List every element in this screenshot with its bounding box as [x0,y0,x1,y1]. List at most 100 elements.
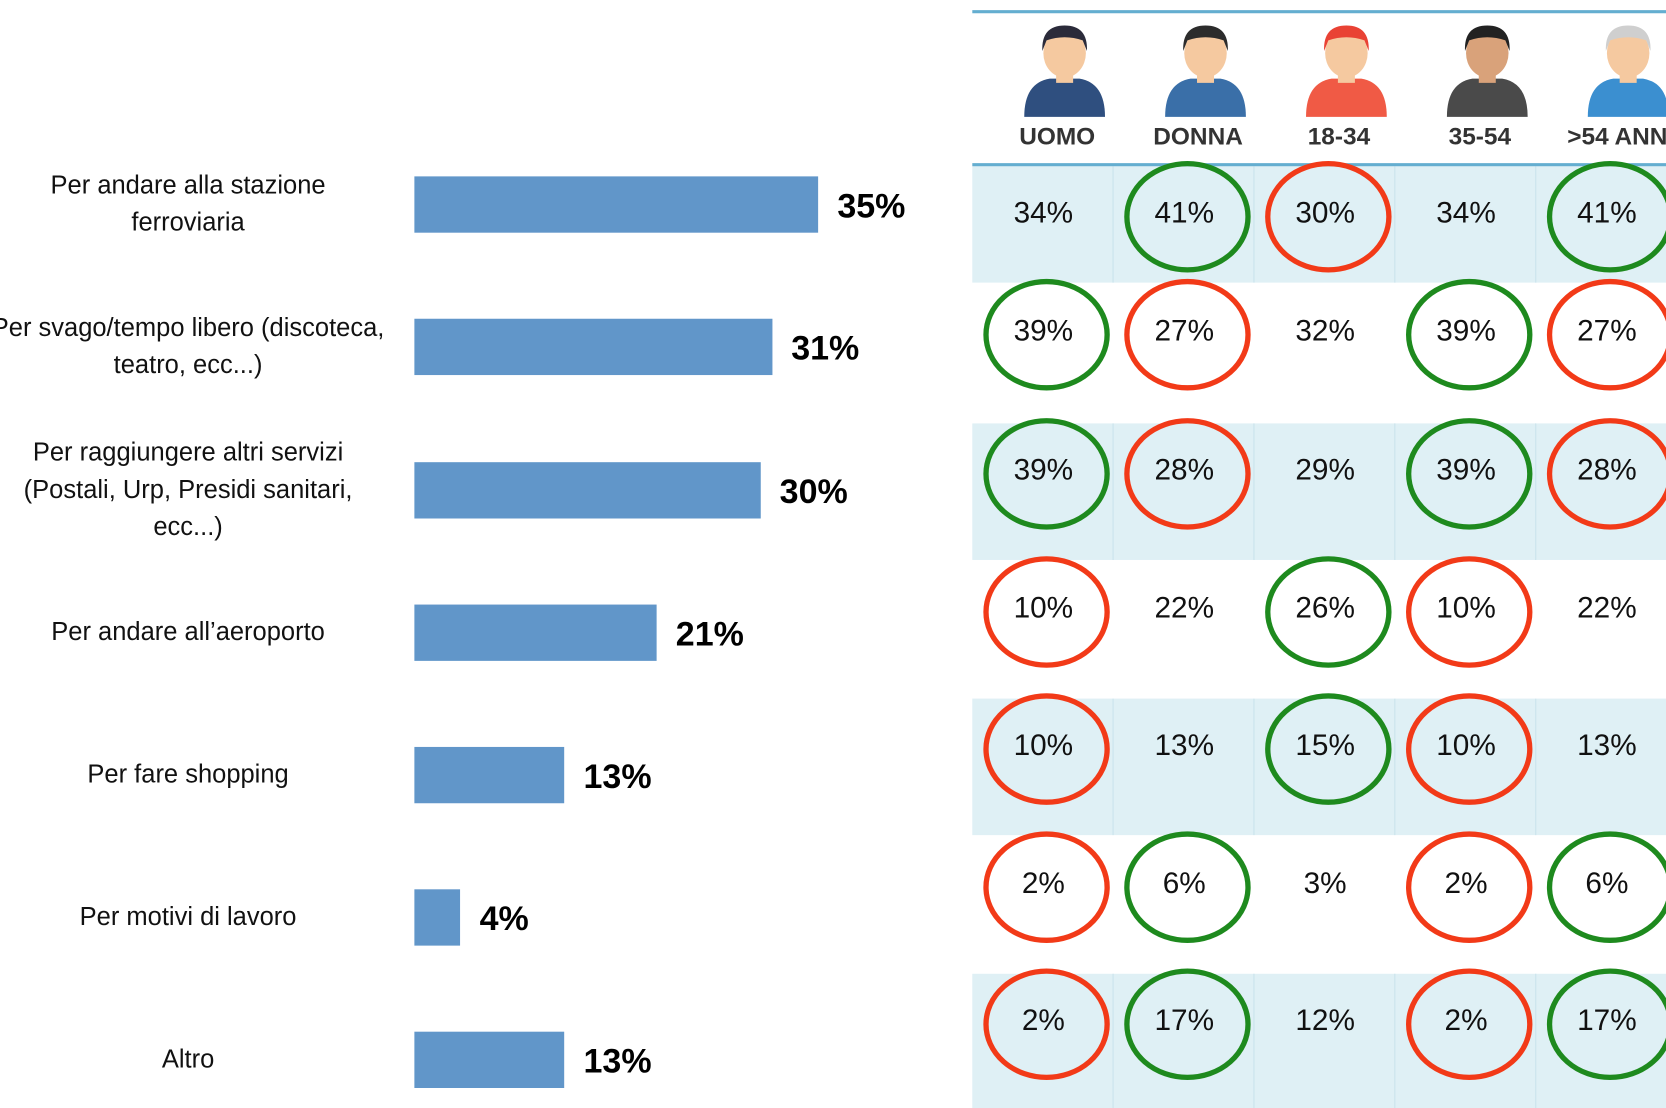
cell-value: 10% [1436,592,1496,625]
value-label: 13% [583,1041,652,1081]
highlight-circle [983,831,1110,943]
highlight-circle [1124,831,1251,943]
cell-value: 39% [1436,454,1496,487]
highlight-circle [1124,418,1251,530]
bar [414,604,657,661]
value-label: 30% [779,472,848,511]
bar [414,1031,565,1088]
value-label: 13% [583,757,652,796]
bar [414,461,761,518]
bar [414,318,773,375]
cell-value: 10% [1014,592,1074,625]
row-band [972,698,1666,836]
highlight-circle [1124,278,1251,391]
column-header: >54 ANNI [1567,124,1666,151]
highlight-circle [1546,278,1666,391]
highlight-circle [1546,968,1666,1081]
cell-value: 2% [1022,867,1065,900]
cell-value: 13% [1577,729,1637,762]
highlight-circle [1546,831,1666,943]
cell-value: 41% [1577,196,1637,229]
category-label: Per svago/tempo libero (discoteca, teatr… [0,313,385,380]
highlight-circle [983,556,1110,668]
icons [1024,25,1666,117]
cell-value: 12% [1295,1004,1355,1037]
cell-value: 2% [1022,1004,1065,1037]
cell-value: 22% [1154,592,1214,625]
cell-value: 22% [1577,592,1637,625]
highlight-circle [983,693,1110,805]
column-header: UOMO [1019,124,1095,151]
cell-value: 29% [1295,454,1355,487]
cell-value: 28% [1154,454,1214,487]
highlight-circle [1406,968,1533,1081]
icon-hair [1605,25,1651,51]
cell-value: 17% [1154,1004,1214,1037]
cell-value: 39% [1014,314,1074,347]
cell-value: 28% [1577,454,1637,487]
cell-value: 6% [1163,867,1206,900]
cell-value: 2% [1445,867,1488,900]
highlight-circle [1406,278,1533,391]
icon-body [1446,78,1528,117]
highlight-circle [1406,693,1533,805]
highlight-circle [1124,160,1251,273]
highlight-circle [983,418,1110,530]
category-label: Per motivi di lavoro [79,902,297,932]
row-backgrounds [972,166,1666,1108]
cell-value: 3% [1304,867,1347,900]
column-header: DONNA [1153,124,1243,151]
cell-value: 30% [1295,196,1355,229]
cell-value: 27% [1577,314,1637,347]
table: 34% 41% 30% 34% 41% 39% 27% 32% 39% 27% 39% 28% 29% 3… [972,10,1666,1108]
icon-head [1466,28,1509,78]
icon-head [1184,28,1227,78]
category-label: Per fare shopping [87,760,289,789]
value-label: 31% [791,328,860,368]
icon-body [1306,78,1387,117]
cell-value: 13% [1154,729,1214,762]
cell-value: 2% [1445,1004,1488,1037]
bar [414,746,565,803]
highlight-circle [1265,160,1392,273]
category-label: Per raggiungere altri servizi (Postali, … [23,438,353,542]
highlight-circle [1406,556,1533,668]
icon-head [1325,28,1368,78]
cell-value: 39% [1014,454,1074,487]
icon-hair [1183,25,1228,51]
icon-head [1043,28,1086,78]
cell-value: 34% [1436,196,1496,229]
cell-value: 10% [1436,729,1496,762]
cell-value: 27% [1154,314,1214,347]
highlight-circle [983,968,1110,1081]
value-label: 21% [675,614,744,653]
bar [414,175,819,233]
icon-hair [1324,25,1369,51]
cell-value: 17% [1577,1004,1637,1037]
icon-body [1024,78,1105,117]
highlight-circle [1406,831,1533,943]
icon-body [1587,78,1666,117]
cell-value: 41% [1154,196,1214,229]
icon-body [1165,78,1246,117]
column-header: 18-34 [1308,124,1371,151]
cell-value: 6% [1585,867,1628,900]
highlight-circle [983,278,1110,391]
highlight-circle [1265,693,1392,805]
cell-value: 15% [1295,729,1355,762]
cell-value: 34% [1014,196,1074,229]
cell-value: 32% [1295,314,1355,347]
bar [414,888,461,946]
value-label: 4% [479,899,529,938]
highlight-circle [1124,968,1251,1081]
category-label: Per andare all’aeroporto [51,617,325,647]
cell-value: 10% [1014,729,1074,762]
highlight-circle [1265,556,1392,668]
highlight-circle [1546,160,1666,273]
highlight-circle [1546,418,1666,530]
icon-hair [1042,25,1087,51]
icon-head [1606,28,1650,78]
highlight-circle [1406,418,1533,530]
icon-hair [1464,25,1510,51]
